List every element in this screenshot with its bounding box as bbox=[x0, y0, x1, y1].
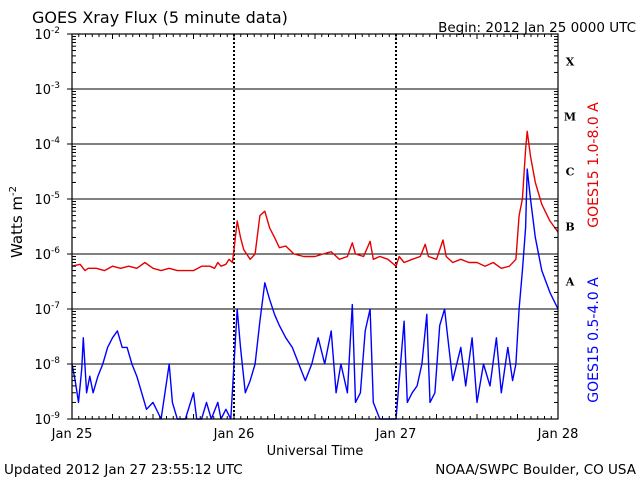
y-tick-base: 10 bbox=[34, 28, 51, 43]
x-tick-label: Jan 27 bbox=[375, 427, 417, 442]
flare-class-label: B bbox=[565, 221, 574, 234]
legend-series-long: GOES15 1.0-8.0 A bbox=[586, 102, 602, 228]
x-tick-label: Jan 28 bbox=[537, 427, 579, 442]
x-tick-label: Jan 25 bbox=[51, 427, 93, 442]
y-tick-label: 10-4 bbox=[34, 136, 60, 153]
chart-title: GOES Xray Flux (5 minute data) bbox=[32, 8, 288, 27]
y-tick-base: 10 bbox=[34, 83, 51, 98]
footer-source: NOAA/SWPC Boulder, CO USA bbox=[435, 462, 637, 478]
flare-class-labels: A B C M X bbox=[564, 56, 576, 289]
grid-lines bbox=[72, 88, 558, 365]
series-layer bbox=[71, 130, 559, 420]
y-tick-label: 10-8 bbox=[34, 356, 60, 373]
y-tick-exponent: -9 bbox=[51, 411, 60, 421]
flare-class-label: X bbox=[566, 56, 575, 69]
flare-class-label: A bbox=[565, 276, 575, 289]
x-axis-ticks: Jan 25 Jan 26 Jan 27 Jan 28 bbox=[51, 34, 579, 442]
y-axis-ticks: 10-910-810-710-610-510-410-310-2 bbox=[34, 26, 558, 428]
y-tick-label: 10-2 bbox=[34, 26, 60, 43]
y-tick-base: 10 bbox=[34, 358, 51, 373]
x-axis-label: Universal Time bbox=[267, 444, 364, 459]
y-tick-base: 10 bbox=[34, 248, 51, 263]
flare-class-label: C bbox=[566, 166, 575, 179]
begin-label: Begin: 2012 Jan 25 0000 UTC bbox=[438, 20, 636, 36]
y-tick-base: 10 bbox=[34, 193, 51, 208]
legend-series-short: GOES15 0.5-4.0 A bbox=[586, 277, 602, 403]
y-tick-exponent: -7 bbox=[51, 301, 60, 311]
y-tick-base: 10 bbox=[34, 413, 51, 428]
y-tick-exponent: -8 bbox=[51, 356, 60, 366]
y-tick-label: 10-5 bbox=[34, 191, 60, 208]
series-line-1 bbox=[71, 168, 559, 420]
y-tick-label: 10-9 bbox=[34, 411, 60, 428]
y-tick-exponent: -4 bbox=[51, 136, 60, 146]
y-tick-label: 10-3 bbox=[34, 81, 60, 98]
footer-updated: Updated 2012 Jan 27 23:55:12 UTC bbox=[4, 462, 243, 478]
y-tick-label: 10-7 bbox=[34, 301, 60, 318]
plot-frame bbox=[71, 33, 559, 420]
series-line-0 bbox=[71, 130, 559, 272]
y-tick-exponent: -5 bbox=[51, 191, 60, 201]
y-axis-label: Watts m-2 bbox=[8, 186, 26, 258]
y-tick-exponent: -2 bbox=[51, 26, 60, 36]
y-axis-label-exponent: -2 bbox=[8, 186, 19, 196]
y-tick-exponent: -6 bbox=[51, 246, 60, 256]
y-tick-base: 10 bbox=[34, 138, 51, 153]
y-axis-label-text: Watts m bbox=[8, 196, 26, 258]
y-tick-exponent: -3 bbox=[51, 81, 60, 91]
y-tick-label: 10-6 bbox=[34, 246, 60, 263]
y-tick-base: 10 bbox=[34, 303, 51, 318]
x-tick-label: Jan 26 bbox=[213, 427, 255, 442]
flare-class-label: M bbox=[564, 111, 576, 124]
